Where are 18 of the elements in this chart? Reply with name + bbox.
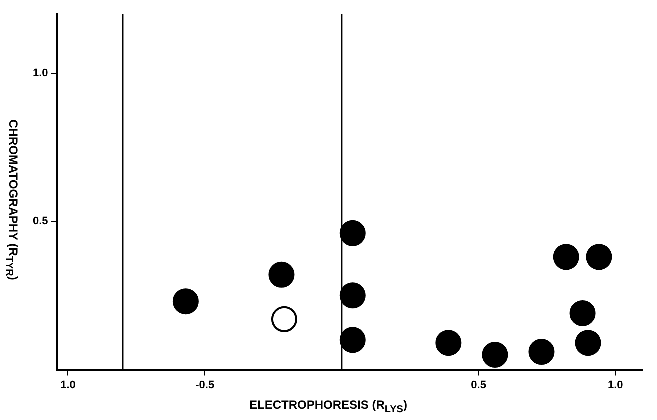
point [575,330,602,356]
point [482,342,508,368]
point [586,244,612,270]
x-tick-label: 1.0 [60,379,76,392]
point [528,339,555,366]
x-axis-title: ELECTROPHORESIS (R$_{LYS}$) [248,398,408,416]
point [271,306,298,332]
x-tick-label: 1.0 [608,379,624,392]
point [172,288,199,315]
point [436,330,462,356]
point [553,244,580,270]
point [340,282,366,309]
point [340,220,366,246]
x-tick-label: 0.5 [471,379,486,392]
point [570,300,596,326]
point [268,262,295,288]
x-tick-label: -0.5 [196,379,215,392]
point [340,327,366,354]
